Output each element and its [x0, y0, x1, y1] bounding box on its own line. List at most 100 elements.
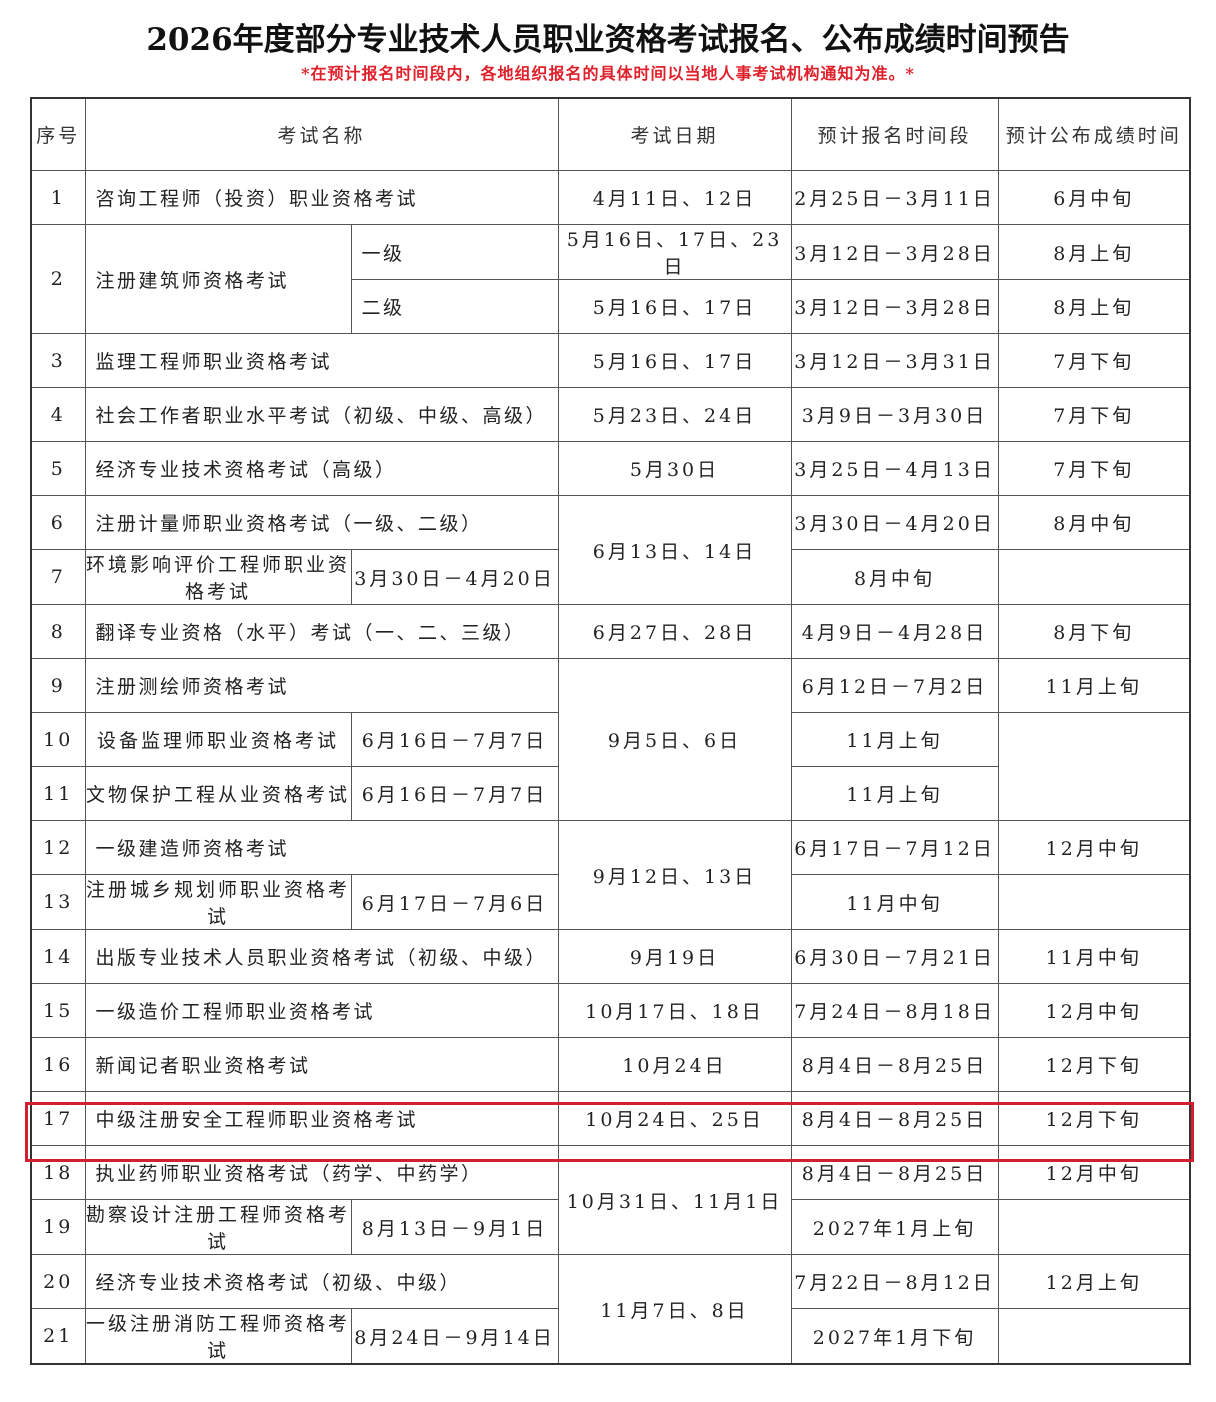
table-cell: 12月中旬 [997, 820, 1191, 875]
table-cell: 12月下旬 [997, 1037, 1191, 1092]
row-number: 6 [30, 495, 86, 550]
table-cell: 4月9日－4月28日 [790, 604, 999, 659]
table-cell: 12月下旬 [997, 1091, 1191, 1146]
table-cell: 8月下旬 [997, 604, 1191, 659]
table-row: 6 注册计量师职业资格考试（一级、二级） 6月13日、14日 3月30日－4月20日 8… [30, 495, 1191, 605]
table-cell: 8月中旬 [997, 495, 1191, 550]
table-cell: 6月16日－7月7日 [350, 766, 559, 821]
schedule-table: 序号 考试名称 考试日期 预计报名时间段 预计公布成绩时间 1 咨询工程师（投资）职业资格… [30, 97, 1192, 1365]
table-cell: 12月中旬 [997, 1145, 1191, 1200]
table-cell: 咨询工程师（投资）职业资格考试 [84, 170, 559, 225]
table-cell: 11月上旬 [790, 766, 999, 821]
table-cell: 10 [30, 712, 86, 767]
table-cell: 12月中旬 [997, 983, 1191, 1038]
title: 2026年度部分专业技术人员职业资格考试报名、公布成绩时间预告 [146, 22, 1070, 58]
table-row: 3 监理工程师职业资格考试 5月16日、17日 3月12日－3月31日 7月下旬 [30, 333, 1191, 388]
row-number: 2 [30, 224, 86, 334]
table-cell: 注册城乡规划师职业资格考试 [84, 874, 352, 930]
table-cell: 8月4日－8月25日 [790, 1037, 999, 1092]
table-cell: 一级造价工程师职业资格考试 [84, 983, 559, 1038]
table-cell: 6月中旬 [997, 170, 1191, 225]
table-cell: 6月27日、28日 [557, 604, 792, 659]
table-cell: 3月12日－3月28日 [790, 224, 999, 280]
row-number: 17 [30, 1091, 86, 1146]
table-cell: 8月上旬 [997, 279, 1191, 334]
table-cell: 3月30日－4月20日 [790, 495, 999, 550]
table-cell: 7月24日－8月18日 [790, 983, 999, 1038]
table-row: 4 社会工作者职业水平考试（初级、中级、高级） 5月23日、24日 3月9日－3月30… [30, 387, 1191, 442]
table-cell: 一级注册消防工程师资格考试 [84, 1308, 352, 1365]
table-row: 17 中级注册安全工程师职业资格考试 10月24日、25日 8月4日－8月25日 12月… [30, 1091, 1191, 1146]
table-row: 14 出版专业技术人员职业资格考试（初级、中级） 9月19日 6月30日－7月21日 1… [30, 929, 1191, 984]
table-cell: 19 [30, 1199, 86, 1255]
table-cell: 5月16日、17日、23日 [557, 224, 792, 280]
table-cell: 8月上旬 [997, 224, 1191, 280]
table-cell: 5月30日 [557, 441, 792, 496]
table-cell: 21 [30, 1308, 86, 1365]
table-cell: 6月13日、14日 [557, 495, 792, 605]
row-number: 15 [30, 983, 86, 1038]
table-cell: 中级注册安全工程师职业资格考试 [84, 1091, 559, 1146]
table-cell: 10月24日、25日 [557, 1091, 792, 1146]
table-cell: 二级 [350, 279, 559, 334]
table-cell: 12月上旬 [997, 1254, 1191, 1309]
row-number: 16 [30, 1037, 86, 1092]
table-cell: 2027年1月下旬 [790, 1308, 999, 1365]
table-row: 7 环境影响评价工程师职业资格考试 3月30日－4月20日 8月中旬 [30, 549, 1190, 605]
table-row: 13 注册城乡规划师职业资格考试 6月17日－7月6日 11月中旬 [30, 874, 1190, 930]
table-cell: 设备监理师职业资格考试 [84, 712, 352, 767]
table-cell: 5月23日、24日 [557, 387, 792, 442]
table-cell: 3月12日－3月28日 [790, 279, 999, 334]
table-cell: 5月16日、17日 [557, 279, 792, 334]
header-cell: 预计报名时间段 [790, 97, 999, 171]
row-number: 12 [30, 820, 86, 875]
table-cell: 7月下旬 [997, 441, 1191, 496]
table-row: 10 设备监理师职业资格考试 6月16日－7月7日 11月上旬 [30, 712, 1190, 767]
table-cell: 6月12日－7月2日 [790, 658, 999, 713]
table-cell: 经济专业技术资格考试（初级、中级） [84, 1254, 559, 1309]
table-cell: 注册建筑师资格考试 [84, 224, 352, 334]
table-cell: 9月5日、6日 [557, 658, 792, 821]
table-cell: 出版专业技术人员职业资格考试（初级、中级） [84, 929, 559, 984]
table-cell: 6月17日－7月12日 [790, 820, 999, 875]
table-row: 21 一级注册消防工程师资格考试 8月24日－9月14日 2027年1月下旬 [30, 1308, 1190, 1365]
table-row: 1 咨询工程师（投资）职业资格考试 4月11日、12日 2月25日－3月11日 6月中旬 [30, 170, 1191, 225]
table-row: 二级 5月16日、17日 3月12日－3月28日 8月上旬 [31, 279, 1191, 334]
table-cell: 3月12日－3月31日 [790, 333, 999, 388]
row-number: 1 [30, 170, 86, 225]
table-cell: 5月16日、17日 [557, 333, 792, 388]
table-cell: 7月下旬 [997, 387, 1191, 442]
table-cell: 社会工作者职业水平考试（初级、中级、高级） [84, 387, 559, 442]
table-row: 5 经济专业技术资格考试（高级） 5月30日 3月25日－4月13日 7月下旬 [30, 441, 1191, 496]
row-number: 4 [30, 387, 86, 442]
table-cell: 6月16日－7月7日 [350, 712, 559, 767]
table-cell: 11月上旬 [790, 712, 999, 767]
table-cell: 4月11日、12日 [557, 170, 792, 225]
table-cell: 8月13日－9月1日 [350, 1199, 559, 1255]
table-cell: 6月30日－7月21日 [790, 929, 999, 984]
table-cell: 新闻记者职业资格考试 [84, 1037, 559, 1092]
highlight-box [25, 1102, 1194, 1162]
table-cell: 9月12日、13日 [557, 820, 792, 930]
table-cell: 7 [30, 549, 86, 605]
table-cell: 11月7日、8日 [557, 1254, 792, 1365]
table-cell: 注册测绘师资格考试 [84, 658, 559, 713]
table-cell: 6月17日－7月6日 [350, 874, 559, 930]
note: *在预计报名时间段内，各地组织报名的具体时间以当地人事考试机构通知为准。* [301, 64, 915, 83]
table-cell: 注册计量师职业资格考试（一级、二级） [84, 495, 559, 550]
header-row: 序号 考试名称 考试日期 预计报名时间段 预计公布成绩时间 [30, 97, 1191, 171]
table-cell: 10月31日、11月1日 [557, 1145, 792, 1255]
header-cell: 考试日期 [557, 97, 792, 171]
table-row: 2 注册建筑师资格考试 一级 5月16日、17日、23日 3月12日－3月28日 8月上旬 [30, 224, 1191, 334]
table-cell: 监理工程师职业资格考试 [84, 333, 559, 388]
table-row: 16 新闻记者职业资格考试 10月24日 8月4日－8月25日 12月下旬 [30, 1037, 1191, 1092]
table-row: 12 一级建造师资格考试 9月12日、13日 6月17日－7月12日 12月中旬 [30, 820, 1191, 930]
table-cell: 3月25日－4月13日 [790, 441, 999, 496]
row-number: 20 [30, 1254, 86, 1309]
row-number: 8 [30, 604, 86, 659]
table-cell: 文物保护工程从业资格考试 [84, 766, 352, 821]
table-cell: 执业药师职业资格考试（药学、中药学） [84, 1145, 559, 1200]
table-cell: 一级 [350, 224, 559, 280]
table-cell: 8月4日－8月25日 [790, 1145, 999, 1200]
table-cell: 11月中旬 [997, 929, 1191, 984]
